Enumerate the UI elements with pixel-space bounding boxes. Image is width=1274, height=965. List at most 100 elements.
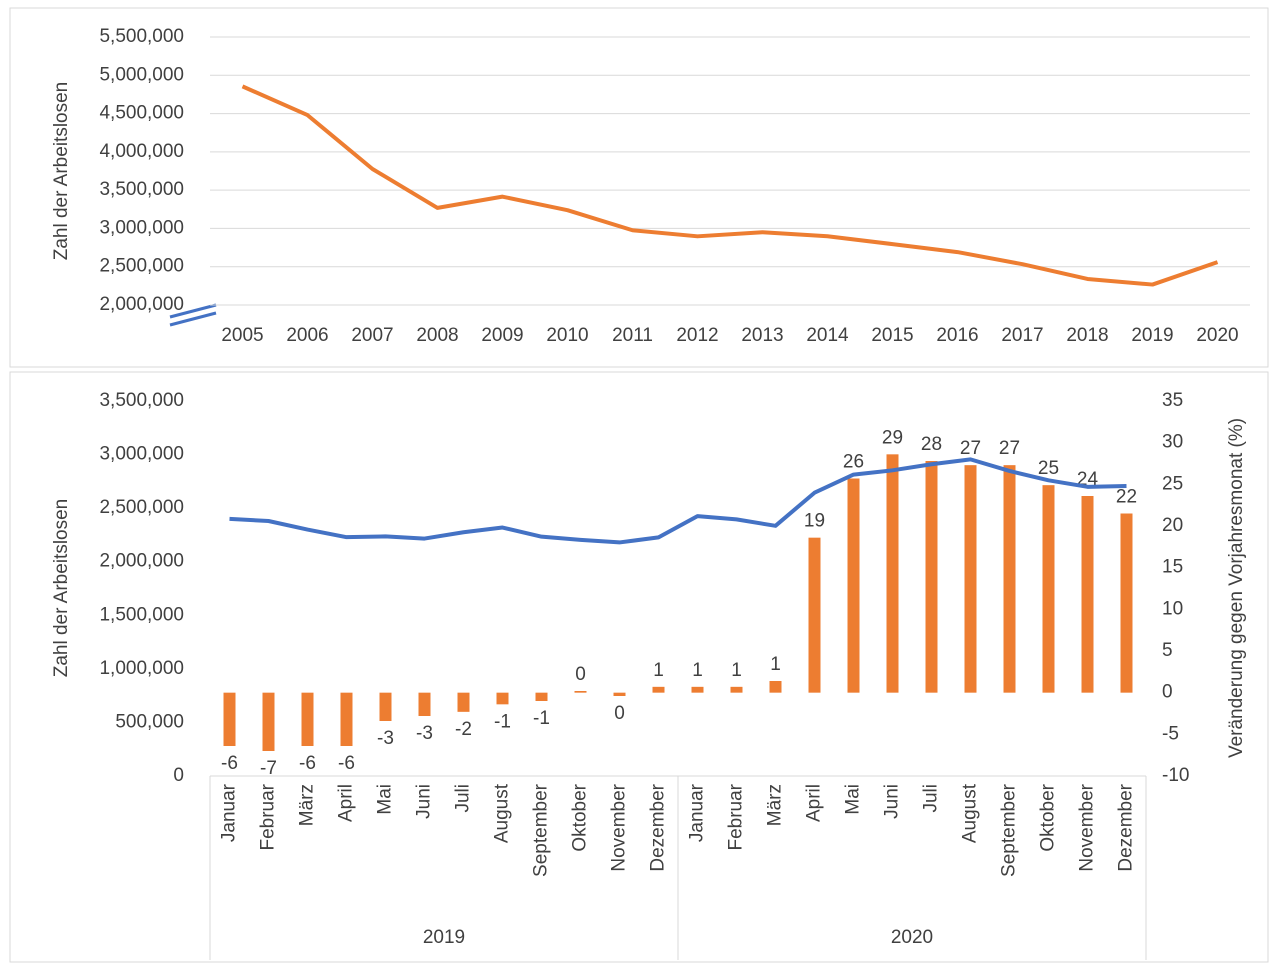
y2-tick-label: -10 [1162, 765, 1189, 786]
y-axis-title: Zahl der Arbeitslosen [51, 499, 72, 678]
x-tick-label: August [492, 783, 513, 843]
x-tick-label: Dezember [1116, 783, 1137, 871]
x-tick-label: Juli [921, 784, 942, 813]
data-label: -3 [416, 723, 433, 744]
x-tick-label: 2018 [1066, 325, 1108, 346]
y2-tick-label: 0 [1162, 682, 1173, 703]
x-tick-label: 2008 [416, 325, 458, 346]
bar [223, 692, 236, 746]
x-tick-label: Oktober [1038, 783, 1059, 851]
data-label: 1 [653, 660, 664, 681]
data-label: 0 [575, 664, 586, 685]
bar [1003, 465, 1016, 693]
x-tick-label: November [1077, 783, 1098, 871]
y-tick-label: 5,500,000 [99, 26, 184, 47]
x-tick-label: März [297, 784, 318, 826]
y2-tick-label: -5 [1162, 723, 1179, 744]
bottom-panel [9, 371, 1269, 963]
x-tick-label: Juni [882, 784, 903, 819]
x-tick-label: 2010 [546, 325, 588, 346]
data-label: -6 [338, 753, 355, 774]
y-tick-label: 3,500,000 [99, 179, 184, 200]
x-tick-label: Oktober [570, 783, 591, 851]
top-panel [9, 7, 1269, 368]
y-tick-label: 4,000,000 [99, 141, 184, 162]
y2-axis-title: Veränderung gegen Vorjahresmonat (%) [1226, 418, 1247, 758]
bar [457, 692, 470, 712]
y-tick-label: 3,000,000 [99, 444, 184, 465]
y2-tick-label: 5 [1162, 640, 1173, 661]
y-tick-label: 2,500,000 [99, 497, 184, 518]
data-label: 29 [882, 427, 903, 448]
bar [1042, 485, 1055, 693]
x-tick-label: 2016 [936, 325, 978, 346]
x-tick-label: 2014 [806, 325, 849, 346]
data-label: 26 [843, 452, 864, 473]
data-label: 1 [692, 660, 703, 681]
y2-tick-label: 15 [1162, 557, 1183, 578]
group-label: 2020 [891, 927, 933, 948]
axis-break [169, 303, 217, 327]
data-label: 27 [960, 438, 981, 459]
y-tick-label: 1,500,000 [99, 604, 184, 625]
x-tick-label: 2009 [481, 325, 523, 346]
x-tick-label: September [531, 783, 552, 877]
x-tick-label: 2019 [1131, 325, 1173, 346]
x-tick-label: 2020 [1196, 325, 1238, 346]
x-tick-label: April [804, 784, 825, 822]
line [229, 457, 1127, 545]
bar [379, 692, 392, 721]
bar [691, 686, 704, 693]
y-tick-label: 1,000,000 [99, 658, 184, 679]
data-label: -1 [533, 708, 550, 729]
x-tick-label: 2017 [1001, 325, 1043, 346]
x-tick-label: 2005 [221, 325, 263, 346]
bar [613, 692, 626, 696]
data-label: 25 [1038, 458, 1059, 479]
bar [1081, 496, 1094, 693]
data-label: -7 [260, 758, 277, 779]
bar [574, 691, 587, 693]
data-label: -6 [221, 753, 238, 774]
data-label: -2 [455, 719, 472, 740]
y2-tick-label: 10 [1162, 598, 1183, 619]
x-tick-label: 2013 [741, 325, 783, 346]
bar [769, 681, 782, 693]
data-label: -3 [377, 728, 394, 749]
y2-tick-label: 30 [1162, 432, 1183, 453]
x-tick-label: 2006 [286, 325, 328, 346]
y2-tick-label: 35 [1162, 390, 1183, 411]
y-tick-label: 4,500,000 [99, 103, 184, 124]
data-label: 27 [999, 438, 1020, 459]
data-label: -1 [494, 711, 511, 732]
x-tick-label: Dezember [648, 783, 669, 871]
bar [1120, 513, 1133, 693]
bar [964, 465, 977, 693]
bar [886, 454, 899, 693]
x-tick-label: Juni [414, 784, 435, 819]
data-label: -6 [299, 753, 316, 774]
x-tick-label: Februar [726, 783, 747, 850]
bar [652, 686, 665, 693]
x-tick-label: August [960, 783, 981, 843]
y-tick-label: 3,500,000 [99, 390, 184, 411]
y-tick-label: 0 [173, 765, 184, 786]
data-label: 28 [921, 434, 942, 455]
data-label: 0 [614, 703, 625, 724]
y-tick-label: 5,000,000 [99, 64, 184, 85]
y-axis-title: Zahl der Arbeitslosen [51, 82, 72, 261]
bar [808, 537, 821, 693]
y-tick-label: 3,000,000 [99, 217, 184, 238]
line [241, 84, 1219, 287]
x-tick-label: Juli [453, 784, 474, 813]
y-tick-label: 2,000,000 [99, 294, 184, 315]
bar [301, 692, 314, 746]
bar [418, 692, 431, 716]
x-tick-label: September [999, 783, 1020, 877]
x-tick-label: März [765, 784, 786, 826]
x-tick-label: 2012 [676, 325, 718, 346]
bar [730, 686, 743, 693]
x-tick-label: April [336, 784, 357, 822]
x-tick-label: Januar [219, 783, 240, 842]
